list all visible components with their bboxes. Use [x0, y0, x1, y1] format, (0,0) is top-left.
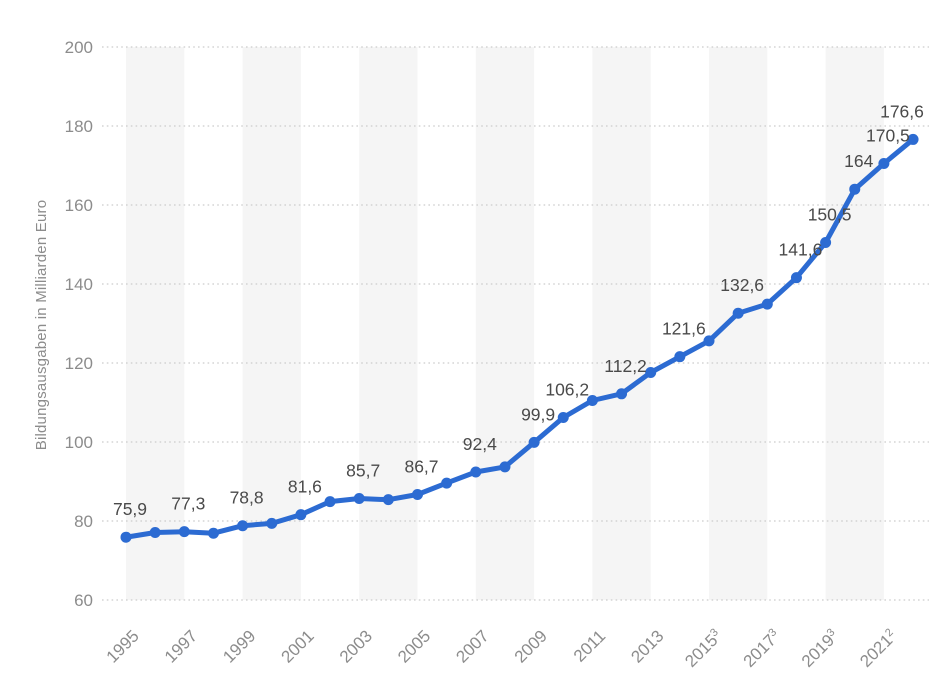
- data-point-2004[interactable]: [382, 494, 394, 506]
- data-label: 77,3: [171, 494, 205, 514]
- trend-line: [123, 136, 916, 540]
- data-label: 99,9: [521, 404, 555, 424]
- alt-year-band: [359, 47, 418, 600]
- data-point-2001[interactable]: [295, 509, 307, 521]
- data-point-1995[interactable]: [120, 531, 132, 543]
- data-label: 164: [844, 151, 873, 171]
- data-point-1998[interactable]: [207, 527, 219, 539]
- data-label: 121,6: [662, 319, 706, 339]
- data-point-2003[interactable]: [353, 492, 365, 504]
- y-tick-label: 100: [65, 433, 93, 452]
- data-label: 85,7: [346, 460, 380, 480]
- y-tick-label: 180: [65, 117, 93, 136]
- alt-year-band: [242, 47, 301, 600]
- x-tick-label: 1999: [219, 626, 259, 666]
- x-tick-label: 2009: [511, 626, 551, 666]
- alt-year-band: [475, 47, 535, 600]
- data-point-2010[interactable]: [557, 412, 569, 424]
- y-tick-label: 140: [65, 275, 93, 294]
- data-point-1997[interactable]: [178, 526, 190, 538]
- x-tick-label: 2001: [278, 626, 318, 666]
- data-point-1999[interactable]: [237, 520, 249, 532]
- data-point-2007[interactable]: [470, 466, 482, 478]
- x-tick-label: 20193: [798, 626, 843, 671]
- data-point-2022[interactable]: [907, 133, 919, 145]
- data-point-2011[interactable]: [586, 395, 598, 407]
- data-point-1996[interactable]: [149, 526, 161, 538]
- data-label: 78,8: [230, 488, 264, 508]
- data-label: 92,4: [463, 434, 497, 454]
- data-label: 112,2: [604, 356, 647, 376]
- y-tick-label: 200: [65, 38, 93, 57]
- data-label: 106,2: [545, 380, 589, 400]
- data-label: 141,6: [779, 240, 823, 260]
- data-point-2015[interactable]: [703, 335, 715, 347]
- data-point-2005[interactable]: [412, 489, 423, 501]
- x-tick-label: 20173: [740, 626, 785, 671]
- data-point-2018[interactable]: [790, 272, 802, 284]
- x-tick-label: 1997: [161, 626, 201, 666]
- y-tick-label: 60: [74, 591, 93, 610]
- data-point-2009[interactable]: [528, 436, 540, 448]
- alt-year-band: [126, 47, 185, 600]
- data-point-2002[interactable]: [324, 496, 336, 508]
- data-label: 75,9: [113, 499, 147, 519]
- x-tick-label: 20212: [856, 626, 901, 671]
- data-point-2021[interactable]: [878, 158, 890, 170]
- data-label: 170,5: [866, 126, 910, 146]
- x-tick-label: 2013: [627, 626, 667, 666]
- x-tick-label: 2007: [452, 626, 492, 666]
- data-label: 86,7: [404, 457, 438, 477]
- data-point-2014[interactable]: [674, 351, 686, 363]
- x-tick-label: 20153: [681, 626, 726, 671]
- y-tick-label: 80: [74, 512, 93, 531]
- x-tick-label: 2003: [336, 626, 376, 666]
- x-tick-label: 1995: [103, 626, 143, 666]
- data-label: 132,6: [720, 275, 764, 295]
- data-label: 176,6: [880, 101, 924, 121]
- data-point-2019[interactable]: [820, 237, 832, 249]
- x-tick-label: 2011: [570, 626, 609, 665]
- y-tick-label: 160: [65, 196, 93, 215]
- data-point-2017[interactable]: [761, 298, 773, 310]
- x-tick-label: 2005: [394, 626, 434, 666]
- alt-year-band: [709, 47, 768, 600]
- data-label: 81,6: [288, 477, 322, 497]
- y-tick-label: 120: [65, 354, 93, 373]
- data-point-2006[interactable]: [441, 477, 453, 489]
- data-point-2012[interactable]: [616, 388, 628, 400]
- data-point-2008[interactable]: [499, 461, 511, 473]
- data-point-2013[interactable]: [645, 366, 657, 378]
- data-point-2000[interactable]: [266, 517, 278, 529]
- data-label: 150,5: [808, 205, 852, 225]
- alt-year-band: [825, 47, 884, 600]
- data-point-2020[interactable]: [849, 183, 861, 195]
- alt-year-band: [592, 47, 651, 600]
- data-point-2016[interactable]: [732, 307, 744, 319]
